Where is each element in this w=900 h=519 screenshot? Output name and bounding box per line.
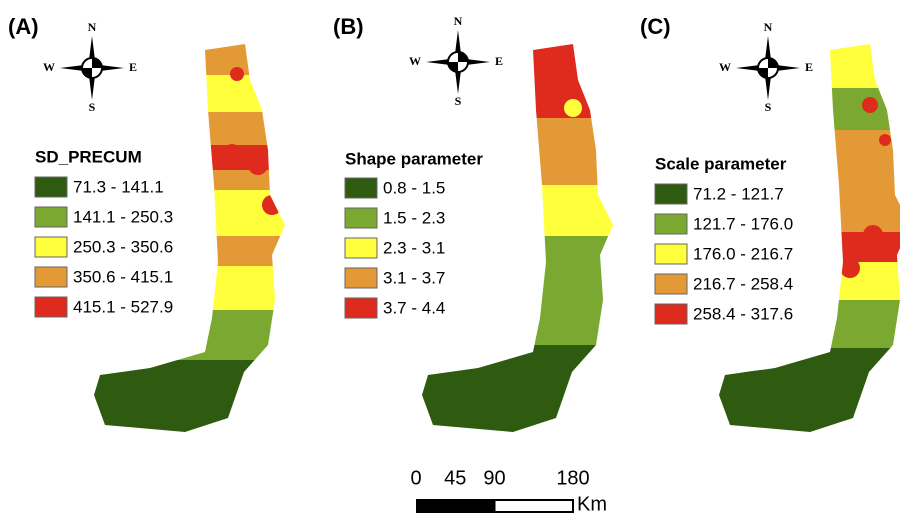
legend-swatch [654, 243, 688, 265]
legend-swatch [344, 237, 378, 259]
scale-tick-label: 45 [444, 467, 466, 489]
legend-swatch [34, 296, 68, 318]
legend-swatch [344, 207, 378, 229]
legend-title: Scale parameter [655, 154, 787, 173]
compass-s: S [455, 94, 462, 108]
map-zone [564, 99, 582, 117]
map-zone [94, 310, 285, 360]
compass-e: E [129, 60, 137, 74]
legend-swatch [654, 303, 688, 325]
scale-unit: Km [577, 493, 607, 515]
legend-title: SD_PRECUM [35, 147, 142, 166]
map-zone [879, 134, 891, 146]
map-zone [94, 112, 285, 145]
map-zone [94, 44, 285, 75]
scale-tick-label: 90 [483, 467, 505, 489]
map-zone [422, 44, 613, 118]
map-zone [422, 345, 613, 432]
scale-bar-white [493, 499, 574, 513]
map-zone [738, 368, 762, 392]
compass-w: W [719, 60, 731, 74]
map-zone [224, 144, 240, 160]
compass-w: W [409, 54, 421, 68]
map-zone [719, 44, 900, 88]
legend-swatch [34, 266, 68, 288]
legend-label: 250.3 - 350.6 [73, 237, 173, 256]
legend-swatch [34, 236, 68, 258]
legend-swatch [34, 176, 68, 198]
map [719, 44, 900, 432]
map-zone [230, 67, 244, 81]
legend-swatch [344, 177, 378, 199]
compass-n: N [764, 20, 773, 34]
compass-n: N [88, 20, 97, 34]
panel-label: (C) [640, 14, 671, 39]
scale-tick-label: 0 [410, 467, 421, 489]
legend-swatch [654, 183, 688, 205]
panel-label: (A) [8, 14, 39, 39]
legend-label: 3.1 - 3.7 [383, 268, 445, 287]
legend-label: 1.5 - 2.3 [383, 208, 445, 227]
compass-quadrant [82, 58, 102, 78]
scale-bar-black [416, 499, 495, 513]
compass-s: S [89, 100, 96, 114]
legend-label: 121.7 - 176.0 [693, 214, 793, 233]
panel-label: (B) [333, 14, 364, 39]
compass-quadrant [448, 52, 468, 72]
legend-label: 176.0 - 216.7 [693, 244, 793, 263]
legend-label: 3.7 - 4.4 [383, 298, 445, 317]
compass-s: S [765, 100, 772, 114]
legend-label: 71.3 - 141.1 [73, 177, 164, 196]
compass-e: E [805, 60, 813, 74]
map-zone [719, 348, 900, 432]
legend-label: 141.1 - 250.3 [73, 207, 173, 226]
legend-label: 258.4 - 317.6 [693, 304, 793, 323]
map-zone [262, 195, 282, 215]
legend-label: 415.1 - 527.9 [73, 297, 173, 316]
map-zone [248, 155, 268, 175]
legend-label: 350.6 - 415.1 [73, 267, 173, 286]
legend-label: 2.3 - 3.1 [383, 238, 445, 257]
map-zone [862, 97, 878, 113]
map-zone [840, 258, 860, 278]
legend-label: 0.8 - 1.5 [383, 178, 445, 197]
legend-swatch [344, 297, 378, 319]
compass-quadrant [758, 58, 778, 78]
legend-swatch [344, 267, 378, 289]
legend-label: 71.2 - 121.7 [693, 184, 784, 203]
compass-n: N [454, 14, 463, 28]
legend-label: 216.7 - 258.4 [693, 274, 793, 293]
legend-swatch [654, 273, 688, 295]
legend-title: Shape parameter [345, 149, 483, 168]
legend-swatch [34, 206, 68, 228]
scale-tick-label: 180 [556, 467, 589, 489]
compass-w: W [43, 60, 55, 74]
compass-e: E [495, 54, 503, 68]
legend-swatch [654, 213, 688, 235]
map-zone [94, 360, 285, 432]
map-zone [94, 75, 285, 112]
map-zone [863, 225, 883, 245]
